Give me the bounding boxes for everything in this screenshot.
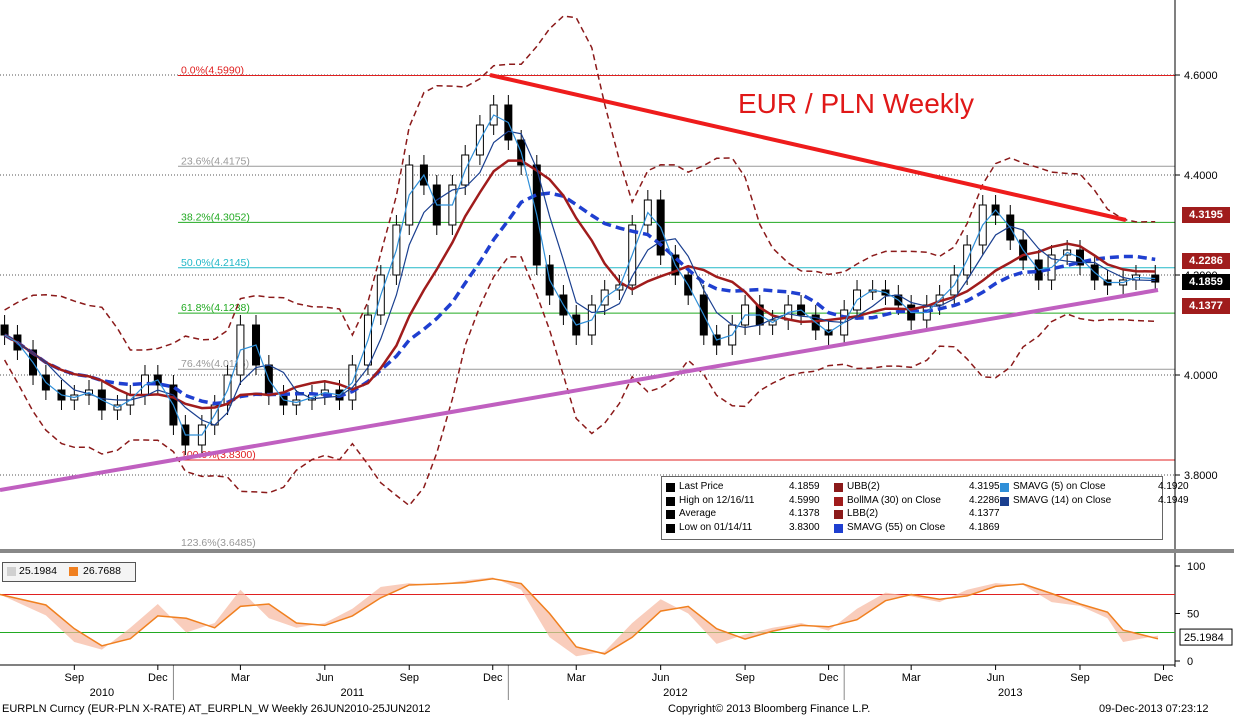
legend-label: UBB(2)	[847, 481, 880, 492]
x-month-label: Dec	[1154, 672, 1174, 684]
footer-security: EURPLN Curncy (EUR-PLN X-RATE) AT_EURPLN…	[2, 703, 431, 715]
legend-label: SMAVG (5) on Close	[1013, 481, 1106, 492]
legend-value: 4.1869	[969, 521, 1000, 533]
y-tick-label: 3.8000	[1184, 470, 1218, 482]
legend-value: 4.1949	[1158, 494, 1189, 506]
axes: 4.60004.40004.20004.00003.8000SepDecMarJ…	[0, 0, 1234, 700]
price-tag-0: 4.3195	[1182, 207, 1230, 224]
bollma-30-line	[3, 159, 1156, 410]
trend-lines	[0, 73, 1159, 492]
fib-label-3: 50.0%(4.2145)	[181, 257, 250, 269]
upper-bollinger-band	[4, 15, 1156, 351]
legend-value: 4.1859	[789, 481, 820, 492]
osc-legend-value-2: 26.7688	[83, 565, 121, 577]
x-year-label: 2013	[998, 687, 1022, 699]
legend-swatch	[666, 483, 675, 492]
legend-value: 4.1378	[789, 508, 820, 519]
osc-last-tag: 25.1984	[1184, 632, 1224, 644]
legend-value: 4.5990	[789, 494, 820, 506]
fib-label-2: 38.2%(4.3052)	[181, 211, 250, 223]
oscillator-legend: 25.1984 26.7688	[2, 562, 136, 582]
legend-swatch	[666, 523, 675, 533]
osc-legend-value-1: 25.1984	[19, 565, 57, 577]
legend-label: SMAVG (14) on Close	[1013, 494, 1112, 506]
sma-55-line	[3, 191, 1156, 406]
x-month-label: Jun	[987, 672, 1005, 684]
sma-5-line	[4, 114, 1156, 436]
fib-label-5: 76.4%(4.0116)	[181, 358, 249, 370]
legend-value: 4.3195	[969, 481, 1000, 492]
bollinger-bands	[3, 15, 1156, 507]
osc-y-tick-label: 50	[1187, 609, 1199, 621]
x-year-label: 2010	[90, 687, 114, 699]
legend-label: Last Price	[679, 481, 724, 492]
moving-averages	[3, 114, 1156, 436]
legend-value: 4.2286	[969, 494, 1000, 506]
legend-label: High on 12/16/11	[679, 494, 755, 506]
support-trend-line	[0, 288, 1159, 492]
legend-label: Low on 01/14/11	[679, 521, 753, 533]
legend-swatch	[834, 496, 843, 506]
footer-timestamp: 09-Dec-2013 07:23:12	[1099, 703, 1209, 715]
x-month-label: Mar	[231, 672, 250, 684]
price-tag-2: 4.1859	[1182, 274, 1230, 291]
x-month-label: Sep	[1070, 672, 1090, 684]
fib-label-7: 123.6%(3.6485)	[181, 537, 256, 549]
x-month-label: Jun	[652, 672, 670, 684]
candle	[0, 315, 9, 345]
legend-swatch	[666, 496, 675, 506]
y-tick-label: 4.4000	[1184, 170, 1218, 182]
chart-title: EUR / PLN Weekly	[738, 88, 974, 119]
legend-label: Average	[679, 508, 717, 519]
legend-swatch	[1000, 496, 1009, 506]
x-month-label: Dec	[819, 672, 839, 684]
price-tag-1: 4.2286	[1182, 252, 1230, 269]
x-month-label: Dec	[483, 672, 503, 684]
osc-signal-line	[0, 578, 1159, 655]
x-month-label: Mar	[902, 672, 921, 684]
osc-last-tag-box	[1179, 628, 1233, 646]
fib-label-1: 23.6%(4.4175)	[181, 155, 250, 167]
fib-label-6: 100.0%(3.8300)	[181, 449, 256, 461]
legend-value: 4.1377	[969, 508, 1000, 519]
legend-swatch	[834, 483, 843, 492]
legend-value: 4.1920	[1158, 481, 1189, 492]
oscillator-panel: 100 50 0 25.1984	[0, 561, 1233, 668]
osc-legend-swatch-1	[7, 567, 16, 576]
legend-swatch	[1000, 483, 1009, 492]
osc-y-tick-label: 0	[1187, 656, 1193, 668]
resistance-trend-line	[489, 73, 1127, 222]
x-month-label: Dec	[148, 672, 168, 684]
footer-copyright: Copyright© 2013 Bloomberg Finance L.P.	[668, 703, 871, 715]
x-year-label: 2011	[341, 687, 365, 699]
y-tick-label: 4.6000	[1184, 70, 1218, 82]
x-month-label: Sep	[735, 672, 755, 684]
legend-swatch	[834, 523, 843, 533]
fib-label-0: 0.0%(4.5990)	[181, 65, 244, 77]
osc-legend-swatch-2	[69, 567, 78, 576]
lower-bollinger-band	[3, 256, 1156, 507]
legend-value: 3.8300	[789, 521, 820, 533]
price-tag-3: 4.1377	[1182, 298, 1230, 315]
legend-swatch	[834, 510, 843, 519]
legend-swatch	[666, 510, 675, 519]
osc-y-tick-label: 100	[1187, 561, 1205, 573]
legend-label: BollMA (30) on Close	[847, 494, 941, 506]
x-month-label: Sep	[65, 672, 85, 684]
panel-separator	[0, 549, 1234, 553]
legend-label: LBB(2)	[847, 508, 879, 519]
sma-14-line	[4, 130, 1156, 426]
y-tick-label: 4.0000	[1184, 370, 1218, 382]
legend-label: SMAVG (55) on Close	[847, 521, 946, 533]
x-month-label: Sep	[399, 672, 419, 684]
candle-body	[0, 324, 9, 336]
fib-label-4: 61.8%(4.1238)	[181, 302, 250, 314]
x-month-label: Mar	[567, 672, 586, 684]
legend: Last Price 4.1859 UBB(2) 4.3195 SMAVG (5) on…	[661, 476, 1189, 540]
x-month-label: Jun	[316, 672, 334, 684]
x-year-label: 2012	[663, 687, 687, 699]
